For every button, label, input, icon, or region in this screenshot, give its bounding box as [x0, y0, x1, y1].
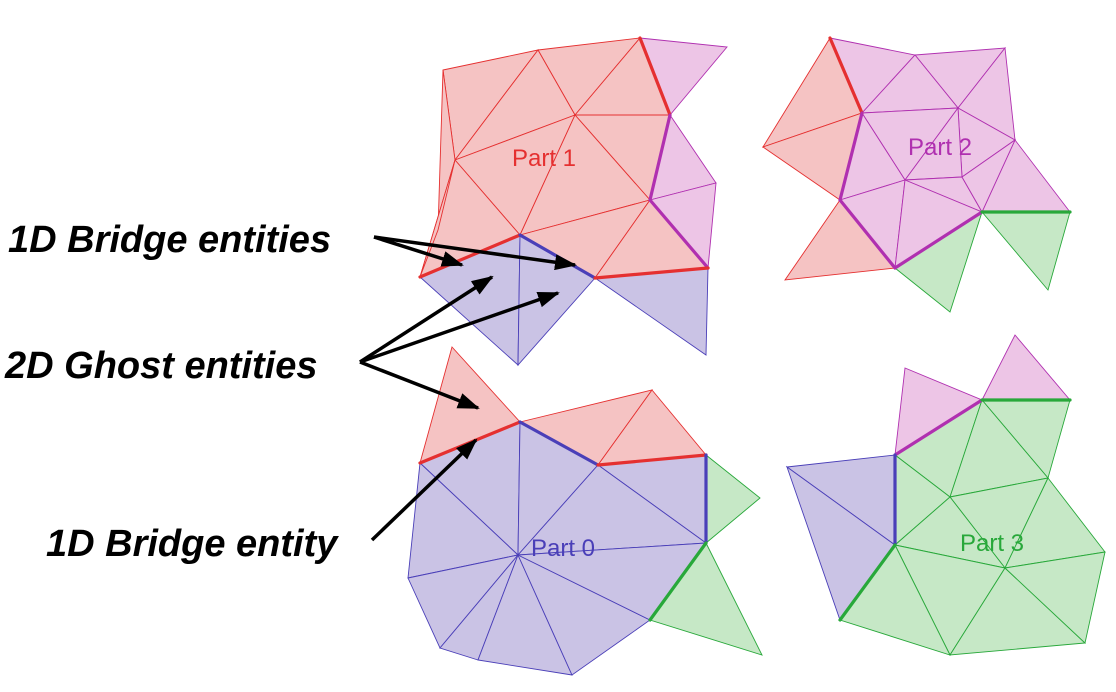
bridge-entity-label: 1D Bridge entity	[46, 523, 339, 565]
annotation-arrows	[359, 235, 577, 542]
part3-label: Part 3	[960, 530, 1024, 557]
part2-mesh: Part 2	[761, 36, 1072, 313]
arrow-bridge-2	[373, 235, 577, 271]
arrow-ghost-3	[359, 360, 480, 410]
arrow-ghost-1	[359, 275, 494, 364]
arrow-bridge-1	[373, 235, 464, 267]
arrow-bridge-single	[370, 438, 478, 542]
part0-label: Part 0	[531, 535, 595, 562]
bridge-entities-label: 1D Bridge entities	[8, 219, 331, 261]
part2-label: Part 2	[908, 134, 972, 161]
arrow-ghost-2	[359, 291, 560, 364]
part1-mesh: Part 1	[418, 36, 728, 367]
ghost-entities-label: 2D Ghost entities	[4, 345, 318, 387]
part1-label: Part 1	[512, 145, 576, 172]
part3-mesh: Part 3	[785, 334, 1106, 656]
part0-mesh: Part 0	[407, 346, 763, 676]
